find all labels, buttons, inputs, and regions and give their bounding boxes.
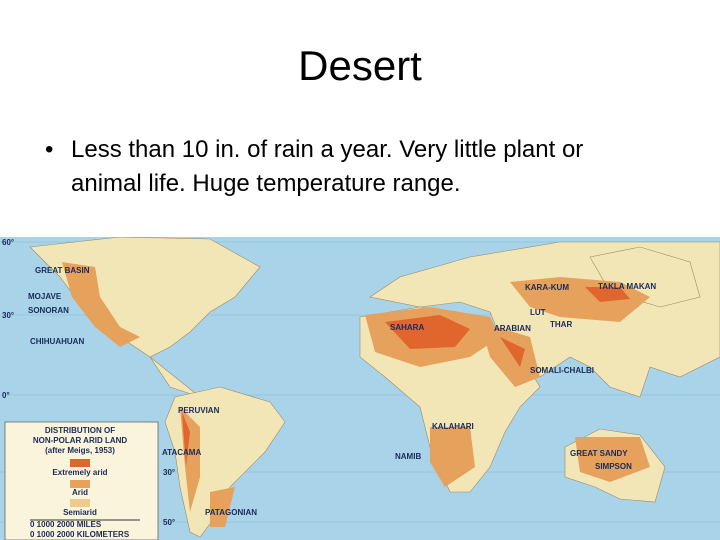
map-label: LUT — [530, 308, 546, 317]
map-label: SOMALI-CHALBI — [530, 366, 594, 375]
legend-source: (after Meigs, 1953) — [45, 446, 115, 455]
legend-item: Extremely arid — [52, 468, 107, 477]
legend-title: DISTRIBUTION OF — [45, 426, 115, 435]
map-label: CHIHUAHUAN — [30, 337, 84, 346]
map-label: MOJAVE — [28, 292, 62, 301]
map-label: THAR — [550, 320, 572, 329]
latitude-label: 60° — [2, 238, 14, 247]
map-label: ARABIAN — [494, 324, 531, 333]
map-label: SIMPSON — [595, 462, 632, 471]
map: GREAT BASIN MOJAVE SONORAN CHIHUAHUAN PE… — [0, 237, 720, 540]
extremely-arid — [182, 287, 630, 467]
map-label: SONORAN — [28, 306, 69, 315]
map-label: PATAGONIAN — [205, 508, 257, 517]
map-label: GREAT SANDY — [570, 449, 628, 458]
bullet-text: animal life. Huge temperature range. — [71, 170, 461, 197]
map-label: NAMIB — [395, 452, 421, 461]
latitude-label: 30° — [163, 468, 175, 477]
map-label: TAKLA MAKAN — [598, 282, 656, 291]
scale-label: 0 1000 2000 KILOMETERS — [30, 530, 130, 539]
latitude-label: 0° — [2, 391, 10, 400]
scale-label: 0 1000 2000 MILES — [30, 520, 102, 529]
legend-item: Arid — [72, 488, 88, 497]
legend: DISTRIBUTION OF NON-POLAR ARID LAND (aft… — [4, 421, 159, 540]
bullet-text: Less than 10 in. of rain a year. Very li… — [71, 136, 584, 163]
legend-item: Semiarid — [63, 508, 97, 517]
map-label: SAHARA — [390, 323, 424, 332]
map-label: KALAHARI — [432, 422, 474, 431]
latitude-label: 30° — [2, 311, 14, 320]
map-label: PERUVIAN — [178, 406, 220, 415]
map-label: GREAT BASIN — [35, 266, 90, 275]
map-label: ATACAMA — [162, 448, 201, 457]
map-label: KARA-KUM — [525, 283, 569, 292]
latitude-label: 50° — [163, 518, 175, 527]
bullet-dot: • — [45, 136, 54, 163]
legend-title: NON-POLAR ARID LAND — [33, 436, 128, 445]
slide-title: Desert — [298, 42, 422, 89]
bullet: • Less than 10 in. of rain a year. Very … — [45, 133, 705, 201]
